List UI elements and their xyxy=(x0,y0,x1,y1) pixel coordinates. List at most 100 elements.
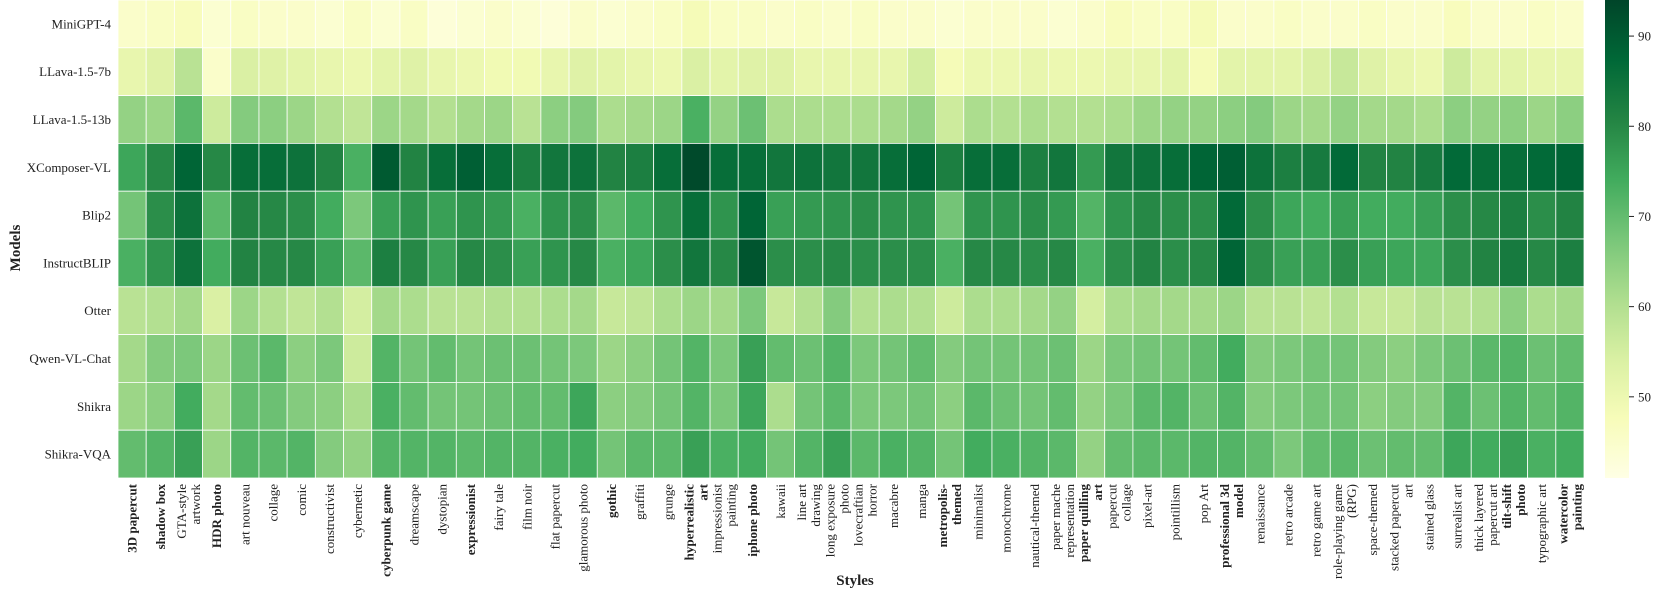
heatmap-cell xyxy=(455,334,485,383)
heatmap-cell xyxy=(202,95,232,144)
heatmap-cell xyxy=(681,95,711,144)
x-tick-label: graffiti xyxy=(632,484,647,520)
heatmap-cell xyxy=(766,429,796,479)
heatmap-cell xyxy=(1076,190,1106,240)
heatmap-cell xyxy=(1301,47,1331,96)
x-tick-label: kawaii xyxy=(773,484,788,519)
heatmap-cell xyxy=(794,286,824,335)
heatmap-cell xyxy=(1160,381,1190,431)
heatmap-cell xyxy=(427,95,457,144)
heatmap-cell xyxy=(653,47,683,96)
heatmap-cell xyxy=(1414,429,1444,479)
heatmap-cell xyxy=(653,0,683,49)
heatmap-cell xyxy=(1273,95,1303,144)
heatmap-cell xyxy=(1132,334,1162,383)
heatmap-cell xyxy=(878,95,908,144)
heatmap-cell xyxy=(1386,429,1416,479)
heatmap-cell xyxy=(1132,381,1162,431)
x-tick-label: retro arcade xyxy=(1280,484,1295,546)
heatmap-cell xyxy=(484,142,514,192)
heatmap-cell xyxy=(455,47,485,96)
heatmap-cell xyxy=(1555,381,1585,431)
heatmap-cell xyxy=(427,286,457,335)
heatmap-cell xyxy=(512,381,542,431)
heatmap-cell xyxy=(1442,95,1472,144)
heatmap-cell xyxy=(540,286,570,335)
x-tick-label: paper macherepresentation xyxy=(1048,484,1077,558)
heatmap-cell xyxy=(1217,381,1247,431)
x-tick-label: film noir xyxy=(519,483,534,530)
heatmap-cell xyxy=(1132,47,1162,96)
heatmap-cell xyxy=(1442,190,1472,240)
heatmap-cell xyxy=(1245,381,1275,431)
heatmap-cell xyxy=(1442,47,1472,96)
heatmap-cell xyxy=(399,334,429,383)
heatmap-cell xyxy=(822,334,852,383)
x-tick-label: pixel-art xyxy=(1140,484,1155,528)
heatmap-cell xyxy=(991,238,1021,288)
heatmap-cell xyxy=(512,95,542,144)
heatmap-cell xyxy=(1301,429,1331,479)
heatmap-cell xyxy=(568,334,598,383)
x-tick-label: cyberpunk game xyxy=(378,484,393,577)
heatmap-cell xyxy=(399,47,429,96)
heatmap-cell xyxy=(737,429,767,479)
heatmap-cell xyxy=(173,95,203,144)
heatmap-cell xyxy=(1217,95,1247,144)
heatmap-cell xyxy=(850,190,880,240)
heatmap-cell xyxy=(1414,47,1444,96)
heatmap-cell xyxy=(1442,286,1472,335)
heatmap-cell xyxy=(1273,429,1303,479)
heatmap-cell xyxy=(371,190,401,240)
heatmap-cell xyxy=(794,381,824,431)
heatmap-cell xyxy=(1555,190,1585,240)
heatmap-cell xyxy=(737,142,767,192)
heatmap-cell xyxy=(991,334,1021,383)
heatmap-cell xyxy=(1386,142,1416,192)
heatmap-cell xyxy=(1442,0,1472,49)
heatmap-cell xyxy=(1047,0,1077,49)
y-tick-label: Shikra-VQA xyxy=(45,447,112,462)
heatmap-cell xyxy=(1499,334,1529,383)
heatmap-cell xyxy=(822,95,852,144)
heatmap-cell xyxy=(822,381,852,431)
heatmap-cell xyxy=(427,47,457,96)
heatmap-cell xyxy=(991,47,1021,96)
heatmap-cell xyxy=(371,142,401,192)
heatmap-cell xyxy=(117,142,147,192)
x-tick-label: papercutcollage xyxy=(1104,484,1133,529)
heatmap-cell xyxy=(427,190,457,240)
heatmap-cell xyxy=(935,47,965,96)
heatmap-cell xyxy=(455,142,485,192)
heatmap-cell xyxy=(935,190,965,240)
heatmap-cell xyxy=(1217,429,1247,479)
heatmap-cell xyxy=(1329,142,1359,192)
heatmap-cell xyxy=(1076,47,1106,96)
heatmap-cell xyxy=(1104,190,1134,240)
heatmap-cell xyxy=(1104,286,1134,335)
heatmap-cell xyxy=(117,47,147,96)
heatmap-cell xyxy=(117,429,147,479)
heatmap-cell xyxy=(1245,0,1275,49)
x-tick-label: professional 3dmodel xyxy=(1217,483,1246,568)
heatmap-cell xyxy=(1273,286,1303,335)
heatmap-cell xyxy=(1470,142,1500,192)
heatmap-cell xyxy=(794,0,824,49)
heatmap-cell xyxy=(681,429,711,479)
heatmap-cell xyxy=(1329,334,1359,383)
x-tick-label: thick layeredpapercut art xyxy=(1471,484,1500,552)
heatmap-cell xyxy=(1329,95,1359,144)
heatmap-cell xyxy=(427,142,457,192)
heatmap-cell xyxy=(596,190,626,240)
heatmap-cell xyxy=(1019,0,1049,49)
heatmap-cell xyxy=(1188,47,1218,96)
heatmap-cell xyxy=(935,142,965,192)
heatmap-cell xyxy=(1047,142,1077,192)
heatmap-cell xyxy=(540,238,570,288)
heatmap-cell xyxy=(1414,334,1444,383)
heatmap-cell xyxy=(653,381,683,431)
heatmap-cell xyxy=(1329,0,1359,49)
heatmap-cell xyxy=(822,190,852,240)
heatmap-cell xyxy=(145,190,175,240)
heatmap-cell xyxy=(286,429,316,479)
